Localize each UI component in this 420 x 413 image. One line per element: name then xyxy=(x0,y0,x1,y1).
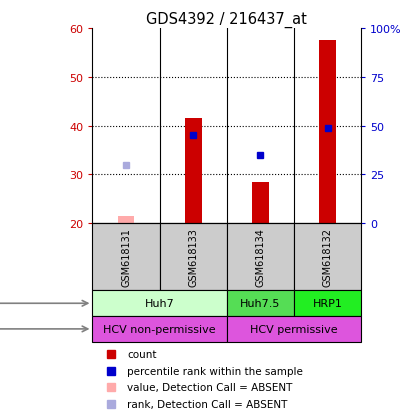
Bar xyxy=(92,224,160,291)
Text: GSM618131: GSM618131 xyxy=(121,228,131,287)
Bar xyxy=(92,316,227,342)
Bar xyxy=(319,41,336,224)
Bar xyxy=(185,119,202,224)
Text: count: count xyxy=(127,349,157,359)
Bar xyxy=(118,216,134,224)
Text: Huh7.5: Huh7.5 xyxy=(240,299,281,309)
Text: genotype/variation: genotype/variation xyxy=(0,324,88,334)
Bar xyxy=(227,291,294,316)
Title: GDS4392 / 216437_at: GDS4392 / 216437_at xyxy=(146,12,307,28)
Text: value, Detection Call = ABSENT: value, Detection Call = ABSENT xyxy=(127,382,293,392)
Bar xyxy=(227,224,294,291)
Bar xyxy=(294,291,361,316)
Text: GSM618133: GSM618133 xyxy=(188,228,198,287)
Text: HCV non-permissive: HCV non-permissive xyxy=(103,324,216,334)
Text: GSM618134: GSM618134 xyxy=(255,228,265,287)
Text: cell line: cell line xyxy=(0,299,88,309)
Text: HRP1: HRP1 xyxy=(312,299,343,309)
Text: Huh7: Huh7 xyxy=(145,299,174,309)
Text: percentile rank within the sample: percentile rank within the sample xyxy=(127,366,303,376)
Bar xyxy=(227,316,361,342)
Bar xyxy=(252,183,269,224)
Text: HCV permissive: HCV permissive xyxy=(250,324,338,334)
Bar xyxy=(92,291,227,316)
Text: rank, Detection Call = ABSENT: rank, Detection Call = ABSENT xyxy=(127,399,288,409)
Bar xyxy=(160,224,227,291)
Bar xyxy=(294,224,361,291)
Text: GSM618132: GSM618132 xyxy=(323,228,333,287)
